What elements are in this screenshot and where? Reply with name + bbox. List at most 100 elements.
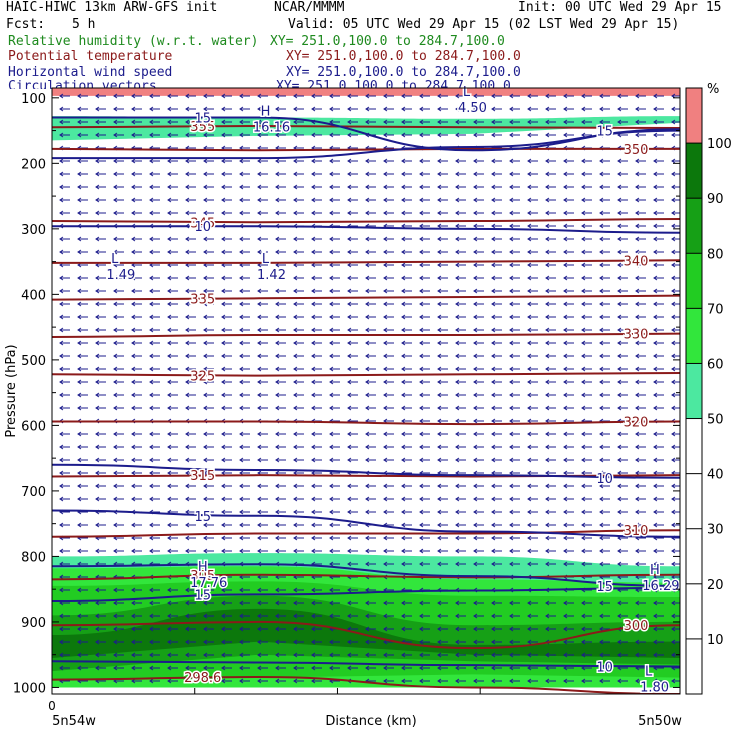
wind-vector [293,678,304,684]
wind-vector [221,652,232,658]
wind-vector [185,522,196,528]
wind-vector [509,431,520,437]
wind-vector [365,626,376,632]
wind-vector [311,106,322,112]
wind-vector [95,379,106,385]
wind-vector [77,405,88,411]
wind-vector [581,678,592,684]
wind-vector [185,405,196,411]
wind-vector [257,600,268,606]
wind-vector [239,431,250,437]
wind-vector [671,288,680,294]
wind-vector [383,444,394,450]
wind-vector [257,171,268,177]
wind-vector [491,158,502,164]
wind-vector [491,353,502,359]
wind-vector [365,392,376,398]
wind-vector [581,275,592,281]
wind-vector [545,431,556,437]
wind-vector [671,444,680,450]
wind-vector [617,106,628,112]
wind-vector [95,470,106,476]
wind-vector [293,366,304,372]
wind-vector [167,314,178,320]
wind-vector [329,496,340,502]
wind-vector [311,405,322,411]
wind-vector [365,158,376,164]
wind-vector [491,392,502,398]
wind-vector [383,340,394,346]
wind-vector [311,457,322,463]
wind-vector [113,626,124,632]
wind-vector [275,457,286,463]
wind-vector [113,366,124,372]
wind-vector [95,249,106,255]
wind-vector [473,483,484,489]
wind-vector [185,249,196,255]
wind-vector [95,457,106,463]
wind-vector [221,639,232,645]
wind-vector [617,613,628,619]
wind-vector [203,171,214,177]
wind-speed-label: 10 [596,472,613,487]
wind-vector [293,483,304,489]
wind-vector [437,132,448,138]
wind-vector [671,353,680,359]
wind-vector [59,457,70,463]
wind-contour [52,129,680,160]
wind-vector [311,678,322,684]
wind-speed-label: 15 [194,510,211,525]
wind-vector [509,223,520,229]
extremum-symbol: H [261,104,271,119]
wind-vector [221,236,232,242]
wind-vector [149,184,160,190]
wind-vector [635,379,646,385]
wind-vector [473,314,484,320]
wind-vector [455,171,466,177]
wind-vector [401,366,412,372]
wind-vector [59,288,70,294]
wind-vector [275,548,286,554]
wind-vector [473,132,484,138]
wind-vector [365,366,376,372]
wind-vector [149,93,160,99]
wind-vector [203,509,214,515]
wind-vector [671,678,680,684]
wind-vector [383,431,394,437]
wind-vector [509,483,520,489]
wind-vector [347,613,358,619]
y-tick-label: 600 [21,419,46,434]
wind-vector [239,548,250,554]
wind-vector [419,106,430,112]
wind-vector [401,522,412,528]
wind-vector [383,483,394,489]
wind-vector [275,197,286,203]
wind-vector [167,366,178,372]
wind-vector [239,626,250,632]
wind-vector [239,288,250,294]
wind-vector [275,236,286,242]
wind-vector [95,444,106,450]
wind-vector [635,561,646,567]
wind-vector [293,197,304,203]
wind-vector [239,483,250,489]
colorbar-bin [686,143,702,199]
extremum-value: 17.76 [190,576,227,591]
wind-vector [581,431,592,437]
wind-vector [293,119,304,125]
wind-vector [365,119,376,125]
wind-vector [419,431,430,437]
wind-vector [383,275,394,281]
wind-vector [185,93,196,99]
wind-vector [635,509,646,515]
wind-vector [311,639,322,645]
wind-vector [293,665,304,671]
wind-vector [311,652,322,658]
wind-vector [221,457,232,463]
y-tick-label: 900 [21,616,46,631]
wind-vector [77,483,88,489]
wind-vector [185,587,196,593]
wind-vector [491,106,502,112]
wind-vector [383,535,394,541]
wind-vector [311,483,322,489]
